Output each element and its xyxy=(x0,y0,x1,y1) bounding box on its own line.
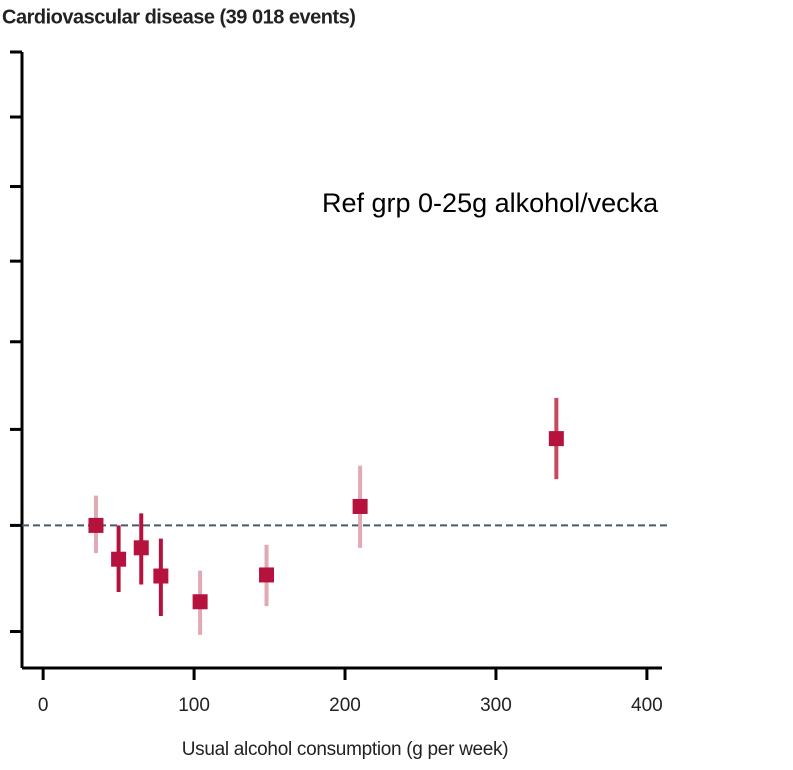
x-tick-label: 100 xyxy=(178,695,210,716)
x-tick-label: 300 xyxy=(480,695,512,716)
x-tick-label: 0 xyxy=(38,695,49,716)
x-tick-label: 400 xyxy=(631,695,663,716)
x-axis-label: Usual alcohol consumption (g per week) xyxy=(182,739,509,760)
x-tick-label: 200 xyxy=(329,695,361,716)
chart-title: Cardiovascular disease (39 018 events) xyxy=(2,6,355,28)
point xyxy=(548,431,564,447)
point xyxy=(153,568,169,584)
point xyxy=(111,551,127,567)
point xyxy=(133,540,149,556)
point xyxy=(352,498,368,514)
point xyxy=(259,567,275,583)
point xyxy=(88,517,104,533)
annotation: Ref grp 0-25g alkohol/vecka xyxy=(322,188,659,218)
point xyxy=(192,594,208,610)
